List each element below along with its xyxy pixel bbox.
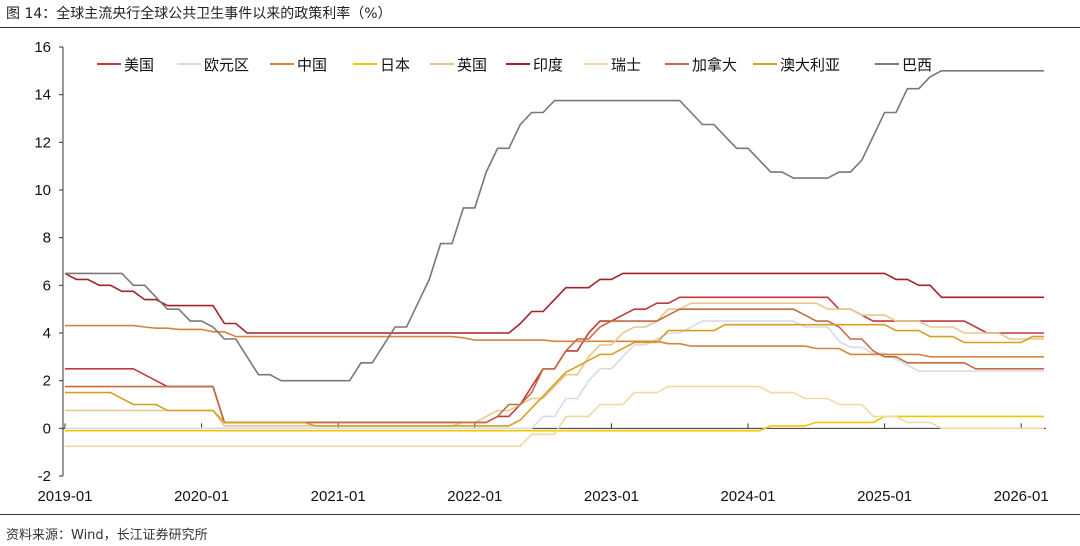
x-tick-label: 2019-01 — [37, 488, 92, 505]
y-tick-label: 6 — [43, 277, 51, 294]
y-tick-label: 8 — [43, 230, 51, 247]
legend-label: 美国 — [124, 56, 154, 74]
x-tick-label: 2021-01 — [311, 488, 366, 505]
x-tick-label: 2026-01 — [994, 488, 1049, 505]
source-divider — [0, 514, 1080, 515]
legend-label: 英国 — [457, 56, 487, 74]
legend-label: 日本 — [380, 56, 410, 74]
legend-label: 加拿大 — [692, 56, 737, 74]
x-tick-label: 2024-01 — [720, 488, 775, 505]
source-note: 资料来源：Wind，长江证券研究所 — [6, 528, 208, 543]
series-line-9 — [65, 323, 1044, 427]
x-tick-label: 2025-01 — [857, 488, 912, 505]
legend-label: 欧元区 — [204, 56, 249, 74]
series-line-7 — [65, 385, 1044, 447]
series-line-4 — [65, 415, 1044, 432]
x-tick-label: 2023-01 — [584, 488, 639, 505]
series-line-6 — [64, 272, 1044, 334]
series-line-2 — [65, 320, 1044, 430]
series-line-10 — [65, 70, 1044, 382]
legend-label: 瑞士 — [611, 56, 641, 74]
x-tick-label: 2020-01 — [174, 488, 229, 505]
y-tick-label: 2 — [43, 373, 51, 390]
y-tick-label: 10 — [34, 182, 51, 199]
series-line-5 — [65, 302, 1044, 427]
y-tick-label: 0 — [43, 420, 51, 437]
legend-label: 中国 — [297, 56, 327, 74]
title-divider — [0, 27, 1080, 28]
chart-title: 图 14：全球主流央行全球公共卫生事件以来的政策利率（%） — [6, 6, 392, 22]
y-tick-label: 16 — [34, 39, 51, 56]
legend-label: 澳大利亚 — [780, 56, 840, 74]
y-tick-label: -2 — [38, 468, 51, 485]
y-tick-label: 14 — [34, 87, 51, 104]
x-tick-label: 2022-01 — [447, 488, 502, 505]
y-tick-label: 4 — [43, 325, 51, 342]
legend-label: 巴西 — [902, 56, 932, 74]
y-tick-label: 12 — [34, 134, 51, 151]
legend-label: 印度 — [533, 56, 563, 74]
